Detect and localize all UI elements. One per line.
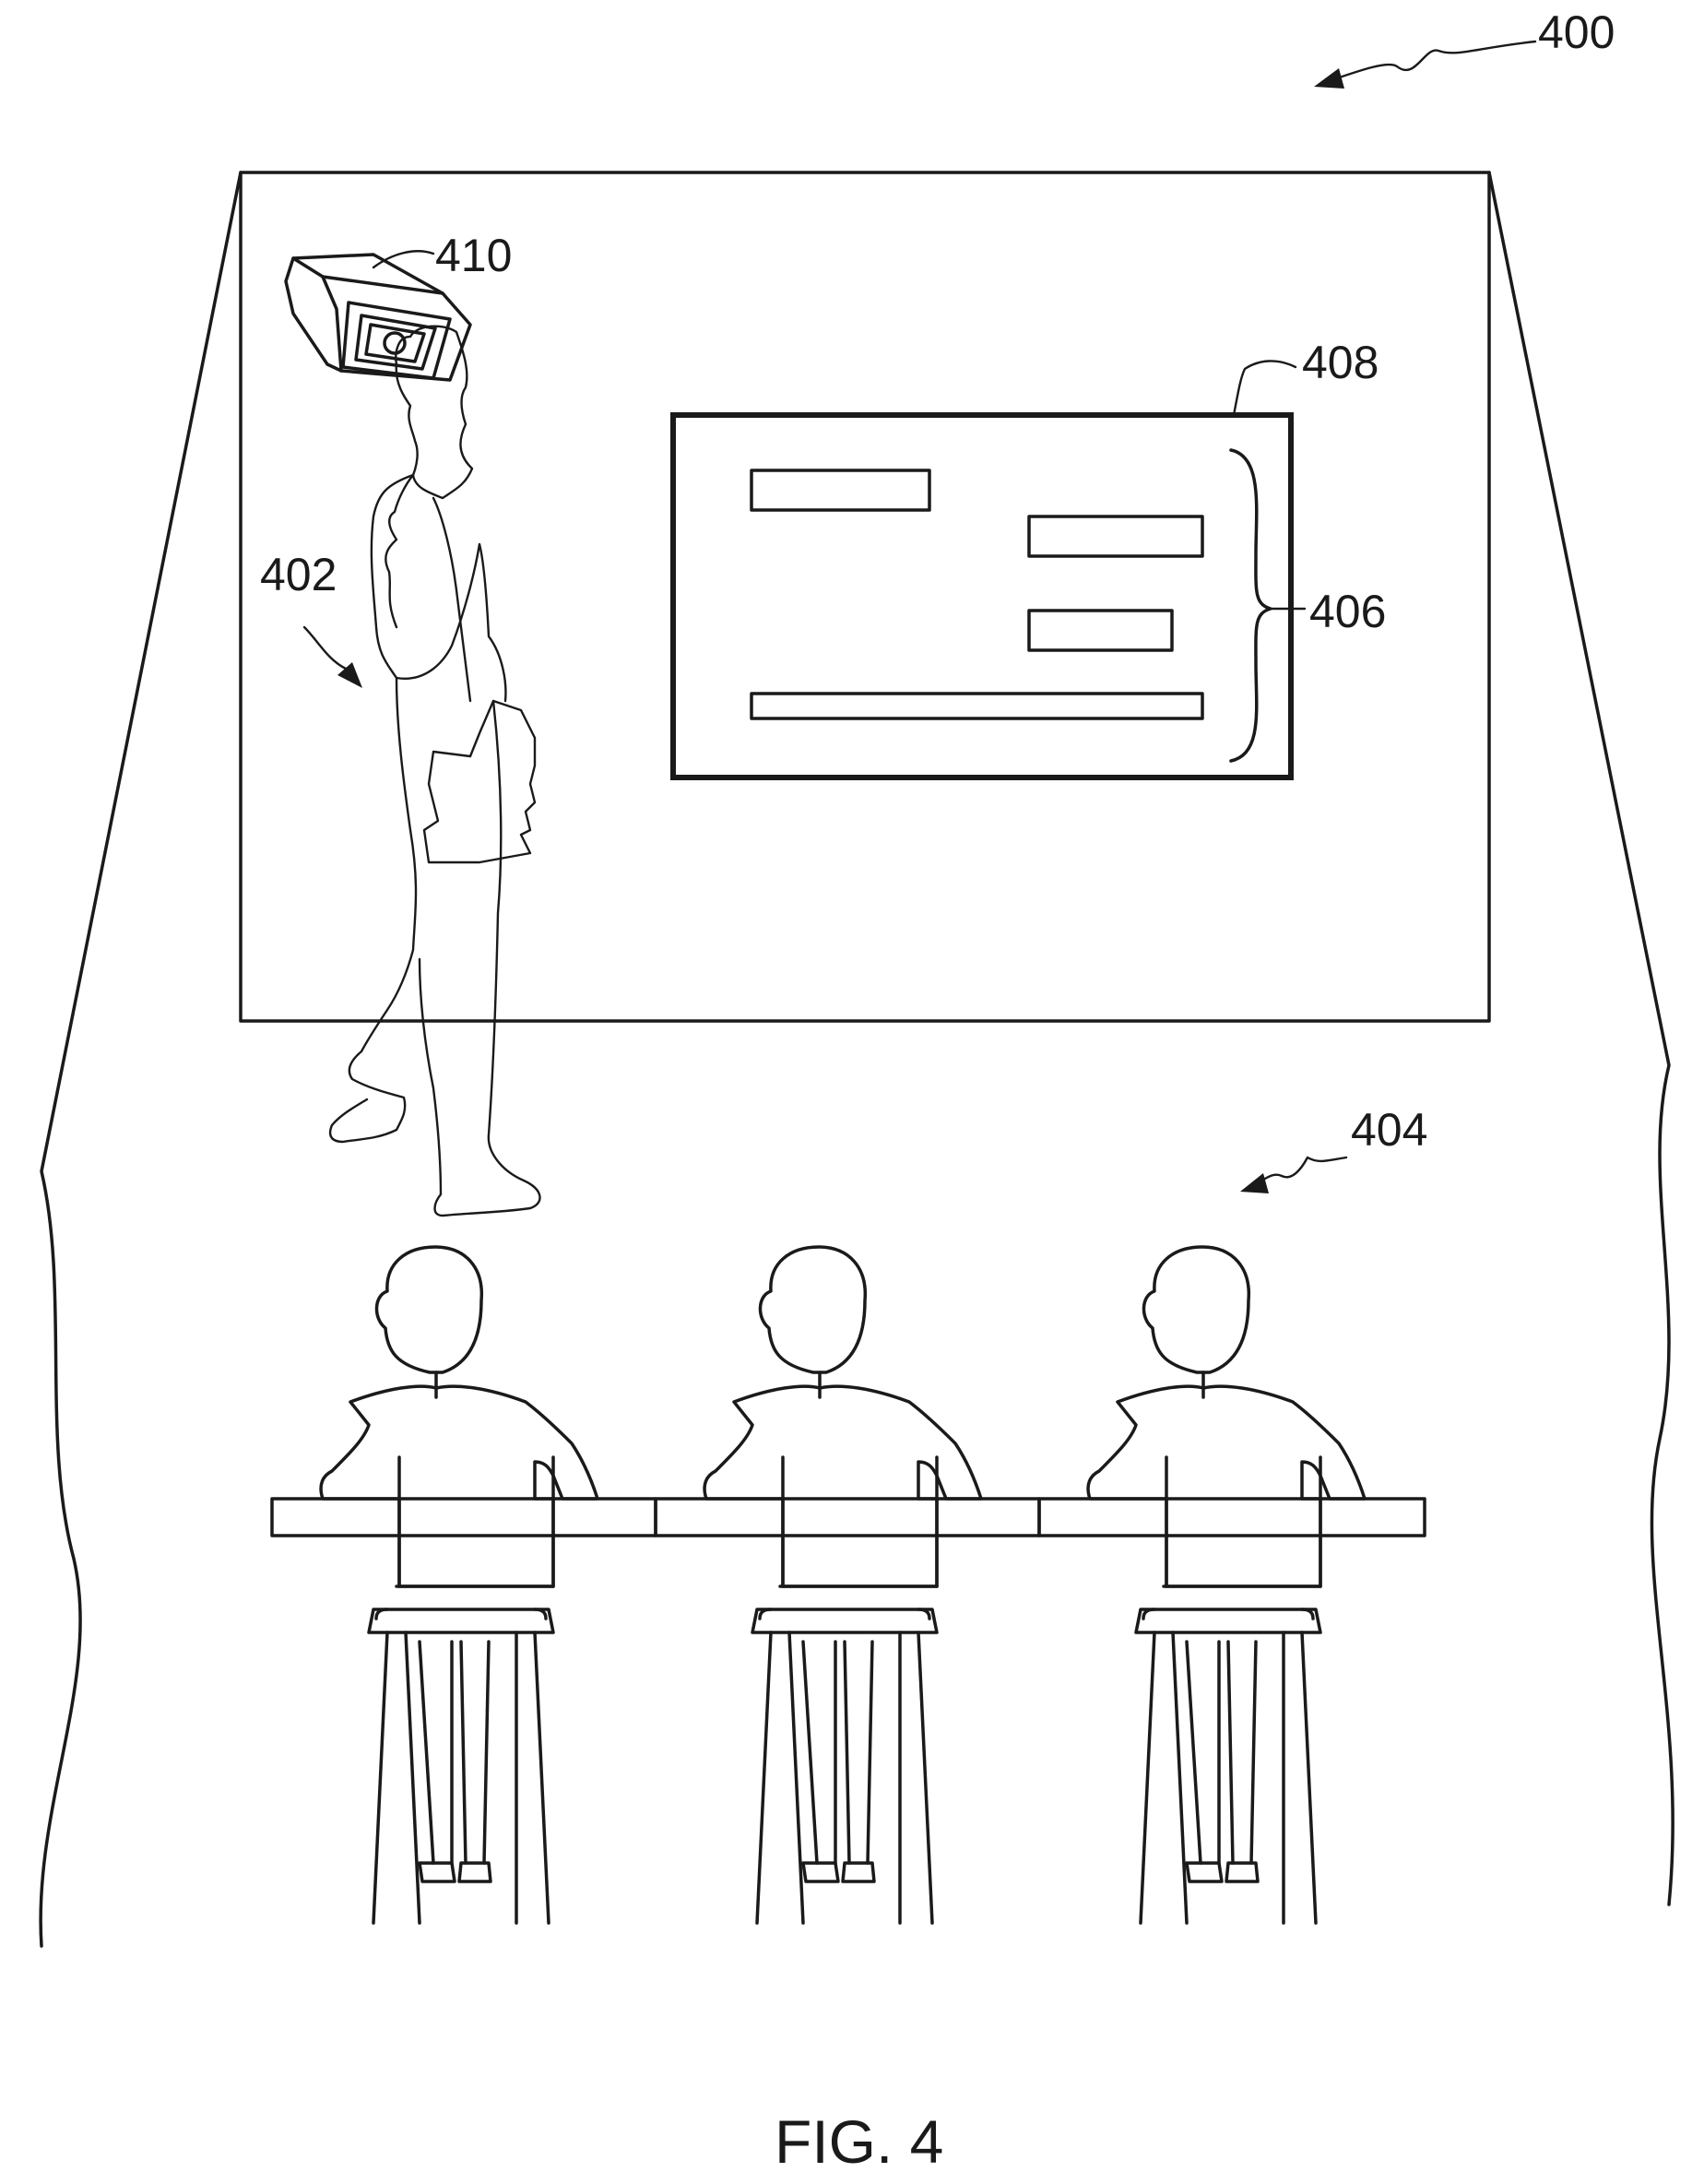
audience-member-3 [1088, 1247, 1365, 1923]
content-block-4 [751, 694, 1202, 718]
figure-caption: FIG. 4 [775, 2107, 943, 2176]
audience-1-legs [420, 1642, 489, 1863]
audience-3-legs [1187, 1642, 1256, 1863]
audience-3-stool-seat [1136, 1609, 1320, 1632]
content-block-3 [1029, 611, 1172, 650]
desk-segment-2 [656, 1499, 1039, 1536]
audience-1-shoes [420, 1863, 491, 1881]
audience-2-shoes [803, 1863, 874, 1881]
label-404: 404 [1351, 1104, 1427, 1156]
audience-3-head [1143, 1247, 1248, 1372]
label-402: 402 [260, 549, 337, 600]
audience-1-sides [399, 1457, 553, 1586]
audience-1-stool-seat [369, 1609, 553, 1632]
left-wall-edge [41, 172, 241, 1946]
content-block-2 [1029, 516, 1202, 556]
presenter-back-leg [330, 678, 416, 1142]
presenter [330, 326, 539, 1216]
audience-3-torso [1088, 1386, 1365, 1586]
label-410: 410 [435, 230, 512, 281]
arrowhead-404 [1240, 1173, 1269, 1193]
audience-2-legs [803, 1642, 872, 1863]
presenter-tie [433, 498, 470, 701]
audience-member-1 [321, 1247, 598, 1923]
audience-3-sides [1166, 1457, 1320, 1586]
presenter-hands-document [424, 701, 535, 862]
audience-3-shoes [1187, 1863, 1258, 1881]
leader-408 [1234, 361, 1296, 415]
audience-1-torso [321, 1386, 598, 1586]
audience-2-sides [783, 1457, 937, 1586]
audience-2-torso [704, 1386, 981, 1586]
audience [272, 1247, 1425, 1923]
label-408: 408 [1302, 337, 1379, 388]
audience-2-head [760, 1247, 865, 1372]
right-wall-edge [1489, 172, 1673, 1905]
desk-segment-3 [1039, 1499, 1425, 1536]
label-406: 406 [1309, 586, 1386, 637]
arrowhead-400 [1314, 68, 1344, 89]
label-400: 400 [1538, 6, 1615, 58]
content-brace [1231, 450, 1271, 761]
audience-member-2 [704, 1247, 981, 1923]
audience-2-stool-seat [752, 1609, 937, 1632]
room [41, 172, 1673, 1946]
display-screen [673, 415, 1291, 777]
audience-1-head [376, 1247, 481, 1372]
presenter-front-leg [420, 701, 539, 1216]
leader-400 [1323, 42, 1535, 83]
content-block-1 [751, 470, 929, 510]
desk-segment-1 [272, 1499, 656, 1536]
